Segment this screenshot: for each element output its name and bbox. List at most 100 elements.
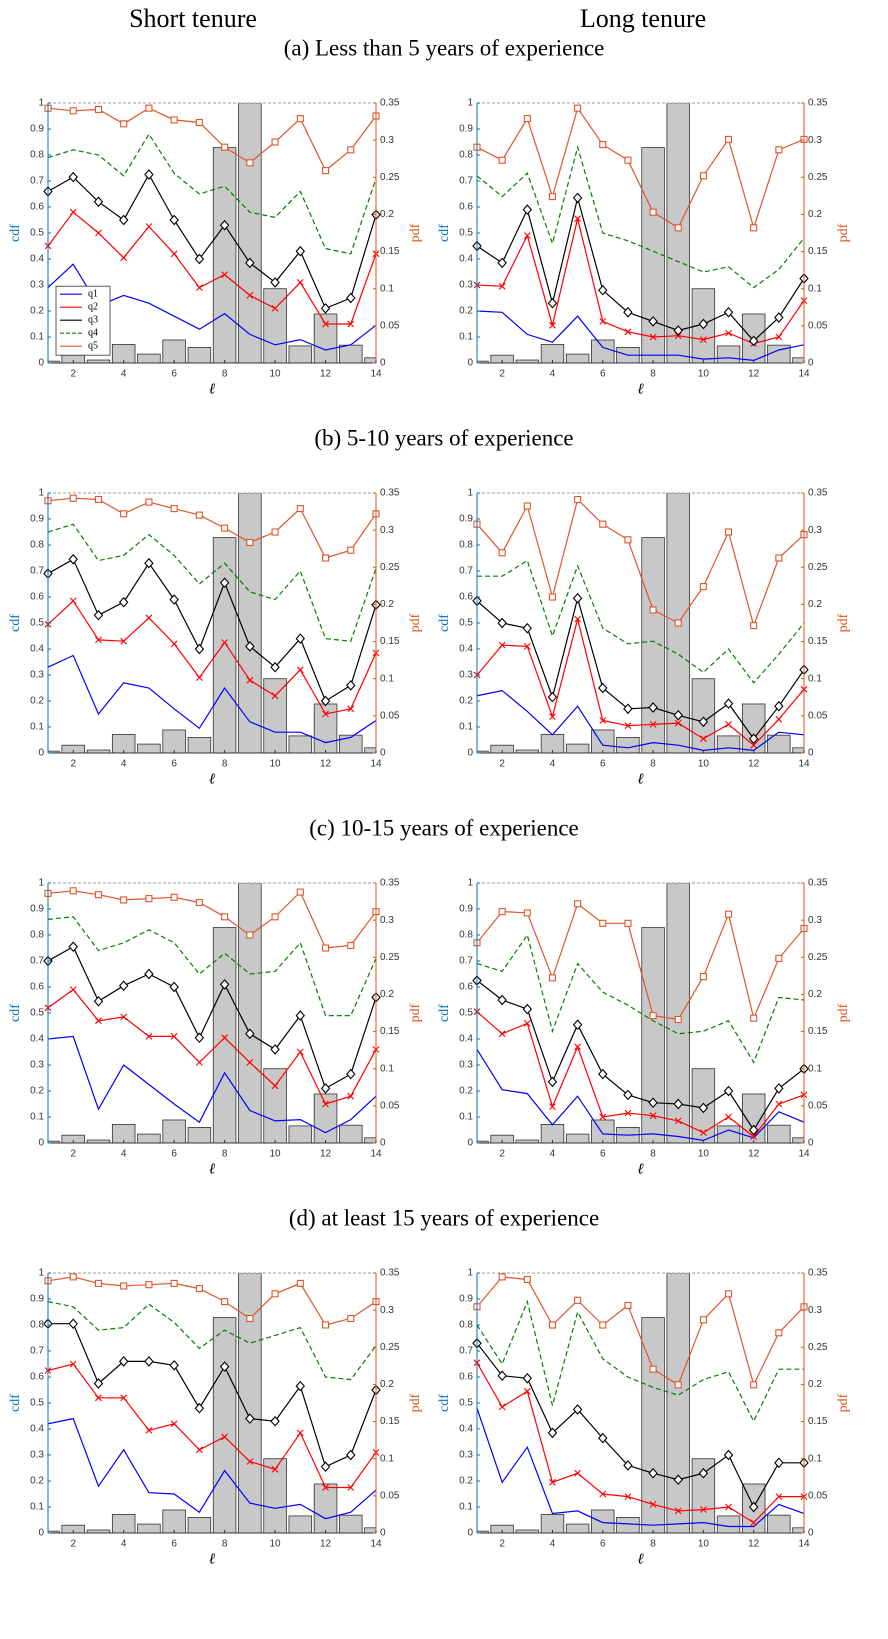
marker-diamond [547,297,558,309]
marker-x [271,305,279,312]
pdf-bar [263,1068,287,1143]
marker-diamond [219,1361,230,1372]
y-tick-label: 0.8 [459,540,473,551]
y-tick-label: 1 [38,488,44,499]
cdf-line [477,1276,804,1387]
y-tick-label: 0.6 [30,982,44,993]
marker-x [145,1426,153,1434]
y2-tick-label: 0.1 [808,283,822,294]
pdf-bar [288,345,313,363]
x-tick-label: 6 [171,759,177,770]
y2-tick-label: 0.15 [808,636,828,647]
y-axis-label: cdf [8,1394,23,1412]
y-tick-label: 0.7 [30,566,44,577]
marker-diamond [295,1380,306,1392]
y-tick-label: 0.6 [30,592,44,603]
marker-diamond [547,691,558,703]
cdf-line [48,1276,376,1326]
marker-x [599,1113,607,1121]
x-tick-label: 12 [320,1539,332,1550]
y-tick-label: 1 [38,98,44,109]
y-tick-label: 0.2 [30,696,44,707]
marker-x [145,1033,153,1040]
marker-square [271,138,279,146]
marker-square [649,208,657,216]
marker-x [599,717,607,724]
y-tick-label: 0.4 [459,1424,473,1435]
pdf-bar [313,1093,338,1143]
marker-diamond [320,303,331,314]
x-tick-label: 10 [698,1149,710,1160]
column-title: Long tenure [580,4,706,33]
marker-x [624,1109,632,1117]
pdf-bar [313,313,338,363]
marker-diamond [144,169,154,180]
marker-diamond [748,335,759,347]
y-tick-label: 0 [467,358,473,369]
marker-diamond [723,1085,734,1097]
marker-x [322,1484,329,1491]
marker-diamond [648,1467,658,1479]
pdf-bar [666,103,690,363]
marker-x [498,1030,506,1038]
y2-tick-label: 0.35 [380,1268,400,1279]
y2-tick-label: 0.2 [380,1379,394,1390]
marker-x [599,318,607,325]
marker-x [750,1133,758,1140]
y-tick-label: 0.9 [459,904,473,915]
marker-x [775,715,783,723]
x-tick-label: 8 [222,369,228,380]
marker-square [296,1279,304,1287]
x-tick-label: 12 [748,369,760,380]
x-tick-label: 14 [798,1149,810,1160]
marker-diamond [648,316,658,327]
plot-area [48,103,376,363]
marker-x [523,1020,531,1027]
y-tick-label: 0.7 [459,176,473,187]
marker-x [170,640,178,648]
pdf-bar [111,1514,136,1533]
marker-diamond [169,594,179,605]
marker-x [195,284,203,291]
y2-tick-label: 0.25 [808,172,828,183]
y-tick-label: 0.4 [30,644,44,655]
marker-x [725,721,732,728]
y-tick-label: 0.5 [459,618,473,629]
y2-tick-label: 0.15 [380,636,400,647]
x-tick-label: 2 [70,369,76,380]
y-tick-label: 0.3 [30,1060,44,1071]
pdf-bar [48,750,60,753]
pdf-bar [792,1137,804,1143]
y2-axis-label: pdf [836,1393,851,1412]
y-tick-label: 0.8 [459,150,473,161]
marker-square [347,546,355,554]
marker-diamond [93,1378,104,1389]
marker-square [523,1275,531,1284]
legend-label: q1 [88,288,98,299]
cdf-line [48,988,376,1105]
marker-square [69,1273,77,1281]
marker-square [195,898,203,907]
marker-x [296,1429,304,1437]
marker-square [221,1298,229,1306]
y2-tick-label: 0.2 [380,209,394,220]
x-axis-label: ℓ [637,1551,643,1567]
y-tick-label: 0.1 [459,1502,473,1513]
marker-diamond [623,1089,633,1101]
pdf-bar [477,1140,489,1143]
cdf-line [477,980,804,1132]
y-tick-label: 0.5 [30,1398,44,1409]
pdf-bar [641,147,665,363]
x-axis-label: ℓ [209,381,215,397]
marker-square [145,104,153,112]
y2-tick-label: 0.05 [380,710,400,721]
marker-x [699,336,707,343]
panel: 00.10.20.30.40.50.60.70.80.9100.050.10.1… [8,878,423,1178]
marker-square [69,107,77,115]
x-tick-label: 14 [370,1149,382,1160]
y2-tick-label: 0.15 [808,246,828,257]
y2-tick-label: 0.1 [380,283,394,294]
marker-square [649,1012,657,1020]
x-tick-label: 12 [320,369,332,380]
cdf-line [48,173,376,310]
